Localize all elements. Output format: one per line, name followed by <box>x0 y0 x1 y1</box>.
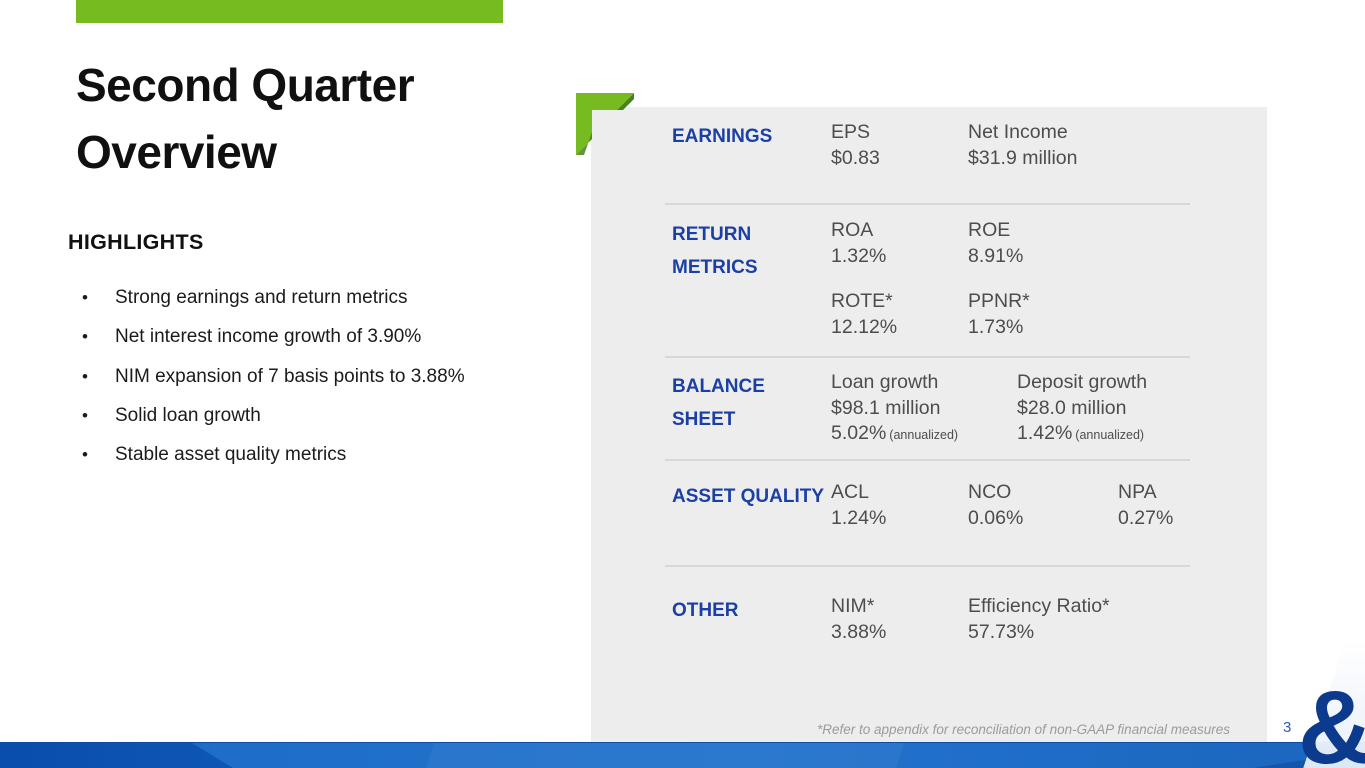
green-accent-bar <box>76 0 503 23</box>
slide-title-line2: Overview <box>76 126 277 178</box>
annualized-note: (annualized) <box>1075 428 1145 442</box>
metrics-section-asset-quality: ASSET QUALITY ACL 1.24% NCO 0.06% NPA 0.… <box>665 459 1190 565</box>
metric-eps: EPS $0.83 <box>831 121 880 169</box>
metric-loan-growth: Loan growth $98.1 million 5.02% (annualiz… <box>831 371 959 444</box>
ampersand-logo-icon: & <box>1298 676 1365 768</box>
metric-deposit-growth: Deposit growth $28.0 million 1.42% (annua… <box>1017 371 1148 444</box>
metric-rote: ROTE* 12.12% <box>831 290 898 338</box>
highlight-bullet: Strong earnings and return metrics <box>80 278 560 318</box>
section-label: EARNINGS <box>672 126 773 147</box>
metrics-section-other: OTHER NIM* 3.88% Efficiency Ratio* 57.73… <box>665 565 1190 742</box>
bottom-bar-sheen <box>425 743 905 768</box>
metric-efficiency-ratio: Efficiency Ratio* 57.73% <box>968 595 1110 643</box>
bottom-bar <box>0 742 1365 768</box>
footnote: *Refer to appendix for reconciliation of… <box>817 722 1230 737</box>
metrics-section-balance-sheet: BALANCE SHEET Loan growth $98.1 million … <box>665 356 1190 459</box>
green-corner-icon <box>576 93 634 155</box>
highlight-bullet: Stable asset quality metrics <box>80 435 560 475</box>
metric-npa: NPA 0.27% <box>1118 481 1174 529</box>
slide-title: Second Quarter Overview <box>76 52 415 186</box>
metrics-section-return: RETURN METRICS ROA 1.32% ROE 8.91% <box>665 203 1190 356</box>
bottom-bar-left-facet <box>0 743 233 768</box>
highlights-heading: HIGHLIGHTS <box>68 230 204 254</box>
metric-roa: ROA 1.32% <box>831 219 887 267</box>
metrics-section-earnings: EARNINGS EPS $0.83 Net Income $31.9 mill… <box>665 107 1190 203</box>
section-label: OTHER <box>672 600 739 621</box>
page-number: 3 <box>1283 719 1292 736</box>
annualized-note: (annualized) <box>889 428 959 442</box>
highlight-bullet: Net interest income growth of 3.90% <box>80 317 560 357</box>
highlight-bullet: Solid loan growth <box>80 396 560 436</box>
metrics-panel: EARNINGS EPS $0.83 Net Income $31.9 mill… <box>591 107 1267 742</box>
metric-acl: ACL 1.24% <box>831 481 887 529</box>
highlights-list: Strong earnings and return metrics Net i… <box>80 278 560 475</box>
section-label: ASSET QUALITY <box>672 486 825 507</box>
metric-net-income: Net Income $31.9 million <box>968 121 1078 169</box>
metric-ppnr: PPNR* 1.73% <box>968 290 1030 338</box>
metric-nco: NCO 0.06% <box>968 481 1024 529</box>
metric-nim: NIM* 3.88% <box>831 595 887 643</box>
slide-title-line1: Second Quarter <box>76 59 415 111</box>
metrics-rows: EARNINGS EPS $0.83 Net Income $31.9 mill… <box>665 107 1190 742</box>
section-label: RETURN METRICS <box>672 224 758 278</box>
highlight-bullet: NIM expansion of 7 basis points to 3.88% <box>80 357 560 397</box>
metric-roe: ROE 8.91% <box>968 219 1024 267</box>
section-label: BALANCE SHEET <box>672 376 765 430</box>
